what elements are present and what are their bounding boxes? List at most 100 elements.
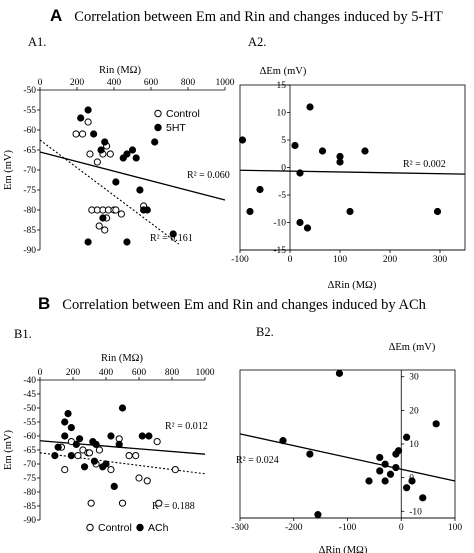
a2-point-delta [256, 185, 264, 194]
b1-point-ach [107, 432, 115, 440]
section-a-title: A Correlation between Em and Rin and chan… [50, 6, 443, 26]
a1-legend-marker [154, 109, 162, 118]
b2-point-delta [306, 450, 314, 458]
a2-point-delta [246, 207, 254, 216]
b1-y-tick-label: -45 [23, 390, 36, 400]
b2-x-tick-label: 0 [399, 523, 404, 533]
a1-point-5ht [143, 206, 151, 214]
b1-y-tick-label: -50 [23, 404, 36, 414]
b1-point-control [132, 452, 140, 460]
a1-x-tick-label: 200 [70, 78, 85, 88]
a2-x-tick-label: 0 [288, 255, 293, 265]
a2-point-delta [346, 207, 354, 216]
b1-point-ach [72, 440, 80, 448]
b1-point-control [155, 499, 163, 507]
b2-y-tick-label: 30 [409, 373, 419, 383]
b2-point-delta [394, 447, 403, 455]
a1-point-control [86, 150, 94, 158]
a2-x-tick-label: 300 [433, 255, 448, 265]
b1-x-tick-label: 0 [38, 368, 43, 378]
b1-y-tick-label: -70 [23, 460, 36, 470]
b1-y-tick-label: -40 [23, 376, 36, 386]
b2-y-tick-label: 20 [409, 406, 419, 416]
b1-panel-label: B1. [14, 327, 32, 341]
a1-y-tick-label: -65 [23, 146, 36, 156]
a2-y-tick-label: -15 [273, 246, 286, 256]
a1-point-5ht [151, 138, 159, 146]
b2-point-delta [381, 477, 389, 485]
b1-point-ach [61, 418, 69, 426]
b1-point-ach [54, 443, 62, 451]
b2-point-delta [335, 369, 344, 377]
a2-point-delta [296, 218, 304, 227]
a1-point-control [106, 150, 114, 158]
b1-x-tick-label: 800 [165, 368, 180, 378]
b2-x-axis-label: ΔRin (MΩ) [319, 545, 368, 553]
a1-point-5ht [132, 154, 140, 162]
a1-point-control [84, 118, 92, 126]
a1-legend-control: Control [166, 108, 200, 120]
a1-y-tick-label: -50 [23, 86, 36, 96]
b1-point-ach [76, 435, 84, 443]
a2-y-tick-label: 5 [281, 136, 286, 146]
a1-point-5ht [99, 214, 107, 222]
a1-y-tick-label: -85 [23, 226, 36, 236]
b1-y-tick-label: -60 [23, 432, 36, 442]
a2-point-delta [336, 158, 344, 166]
b1-point-ach [80, 463, 89, 471]
b1-point-ach [61, 432, 69, 440]
b1-point-control [171, 466, 179, 474]
b2-fit-line-solid [239, 433, 456, 482]
b1-point-control [74, 452, 82, 460]
b2-x-tick-label: -200 [285, 523, 303, 533]
b1-y-tick-label: -55 [23, 418, 36, 428]
section-b-letter: B [38, 294, 51, 313]
b1-point-ach [92, 440, 100, 448]
a2-panel-label: A2. [248, 35, 266, 49]
b1-point-control [107, 466, 115, 474]
a2-point-delta [238, 136, 247, 144]
a1-y-tick-label: -70 [23, 166, 36, 176]
b1-point-ach [67, 424, 75, 432]
b1-y-tick-label: -85 [23, 502, 36, 512]
b1-point-control [118, 499, 127, 507]
b1-point-control [135, 474, 143, 482]
a1-y-tick-label: -75 [23, 186, 36, 196]
b1-point-control [61, 466, 69, 474]
b1-y-axis-label: Em (mV) [3, 430, 14, 470]
b2-point-delta [419, 494, 427, 502]
b1-y-tick-label: -65 [23, 446, 36, 456]
a1-point-5ht [169, 230, 177, 238]
a1-x-tick-label: 400 [107, 78, 122, 88]
b1-point-ach [110, 482, 118, 490]
b2-y-axis-label: ΔEm (mV) [389, 342, 436, 353]
a1-r2-label: R² = 0.060 [187, 170, 230, 181]
a2-y-axis-label: ΔEm (mV) [260, 66, 307, 77]
a2-point-delta [291, 141, 299, 150]
b1-point-ach [118, 404, 127, 412]
b2-point-delta [432, 420, 440, 428]
section-a-title-text: Correlation between Em and Rin and chang… [74, 9, 443, 25]
a1-point-control [78, 130, 87, 138]
b2-panel-label: B2. [256, 325, 274, 339]
b1-point-control [125, 452, 133, 460]
a1-y-axis-label: Em (mV) [3, 150, 14, 190]
b1-legend-marker [136, 523, 144, 532]
b2-point-delta [403, 433, 411, 441]
a1-x-tick-label: 800 [181, 78, 196, 88]
a1-y-tick-label: -80 [23, 206, 36, 216]
a1-x-tick-label: 600 [144, 78, 159, 88]
a2-point-delta [433, 207, 442, 216]
a1-point-control [72, 130, 80, 138]
b1-x-tick-label: 200 [66, 368, 81, 378]
a2-r2-label: R² = 0.002 [403, 159, 446, 170]
a1-panel-label: A1. [28, 35, 46, 49]
a2-y-tick-label: -5 [278, 191, 286, 201]
b2-point-delta [365, 477, 373, 485]
a1-x-tick-label: 1000 [216, 78, 235, 88]
b1-point-control [87, 499, 95, 507]
b2-point-delta [408, 477, 416, 485]
b1-point-ach [90, 457, 99, 465]
b2-y-tick-label: 10 [409, 440, 419, 450]
b1-point-control [95, 446, 104, 454]
